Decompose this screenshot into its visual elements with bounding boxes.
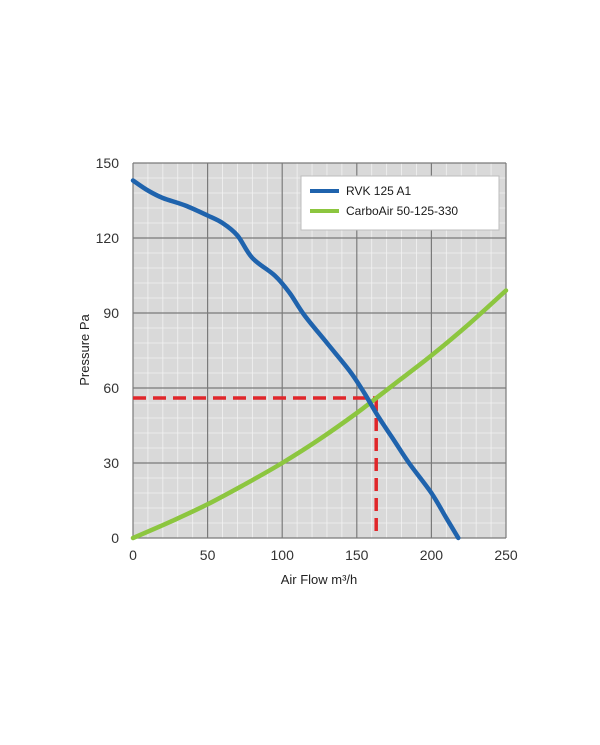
legend-label-rvk-125-a1: RVK 125 A1 — [346, 184, 411, 198]
y-tick-label: 60 — [103, 380, 119, 396]
x-tick-label: 250 — [494, 547, 518, 563]
x-tick-label: 50 — [200, 547, 216, 563]
x-axis-title: Air Flow m³/h — [281, 572, 358, 587]
series-lines — [130, 178, 509, 541]
y-tick-label: 120 — [96, 230, 120, 246]
y-tick-labels: 0 30 60 90 120 150 — [96, 155, 120, 546]
x-tick-labels: 0 50 100 150 200 250 — [129, 547, 518, 563]
x-tick-label: 150 — [345, 547, 369, 563]
operating-point-guides — [133, 396, 378, 538]
series-line-carboair-50-125-330 — [130, 288, 509, 541]
legend: RVK 125 A1 CarboAir 50-125-330 — [300, 175, 500, 231]
legend-label-carboair-50-125-330: CarboAir 50-125-330 — [346, 204, 458, 218]
x-tick-label: 200 — [420, 547, 444, 563]
major-grid — [132, 162, 507, 539]
x-tick-label: 0 — [129, 547, 137, 563]
y-tick-label: 90 — [103, 305, 119, 321]
y-tick-label: 0 — [111, 530, 119, 546]
y-axis-title: Pressure Pa — [77, 313, 92, 385]
y-tick-label: 30 — [103, 455, 119, 471]
legend-box — [300, 175, 500, 231]
series-line-rvk-125-a1 — [130, 178, 461, 541]
y-tick-label: 150 — [96, 155, 120, 171]
x-tick-label: 100 — [271, 547, 295, 563]
